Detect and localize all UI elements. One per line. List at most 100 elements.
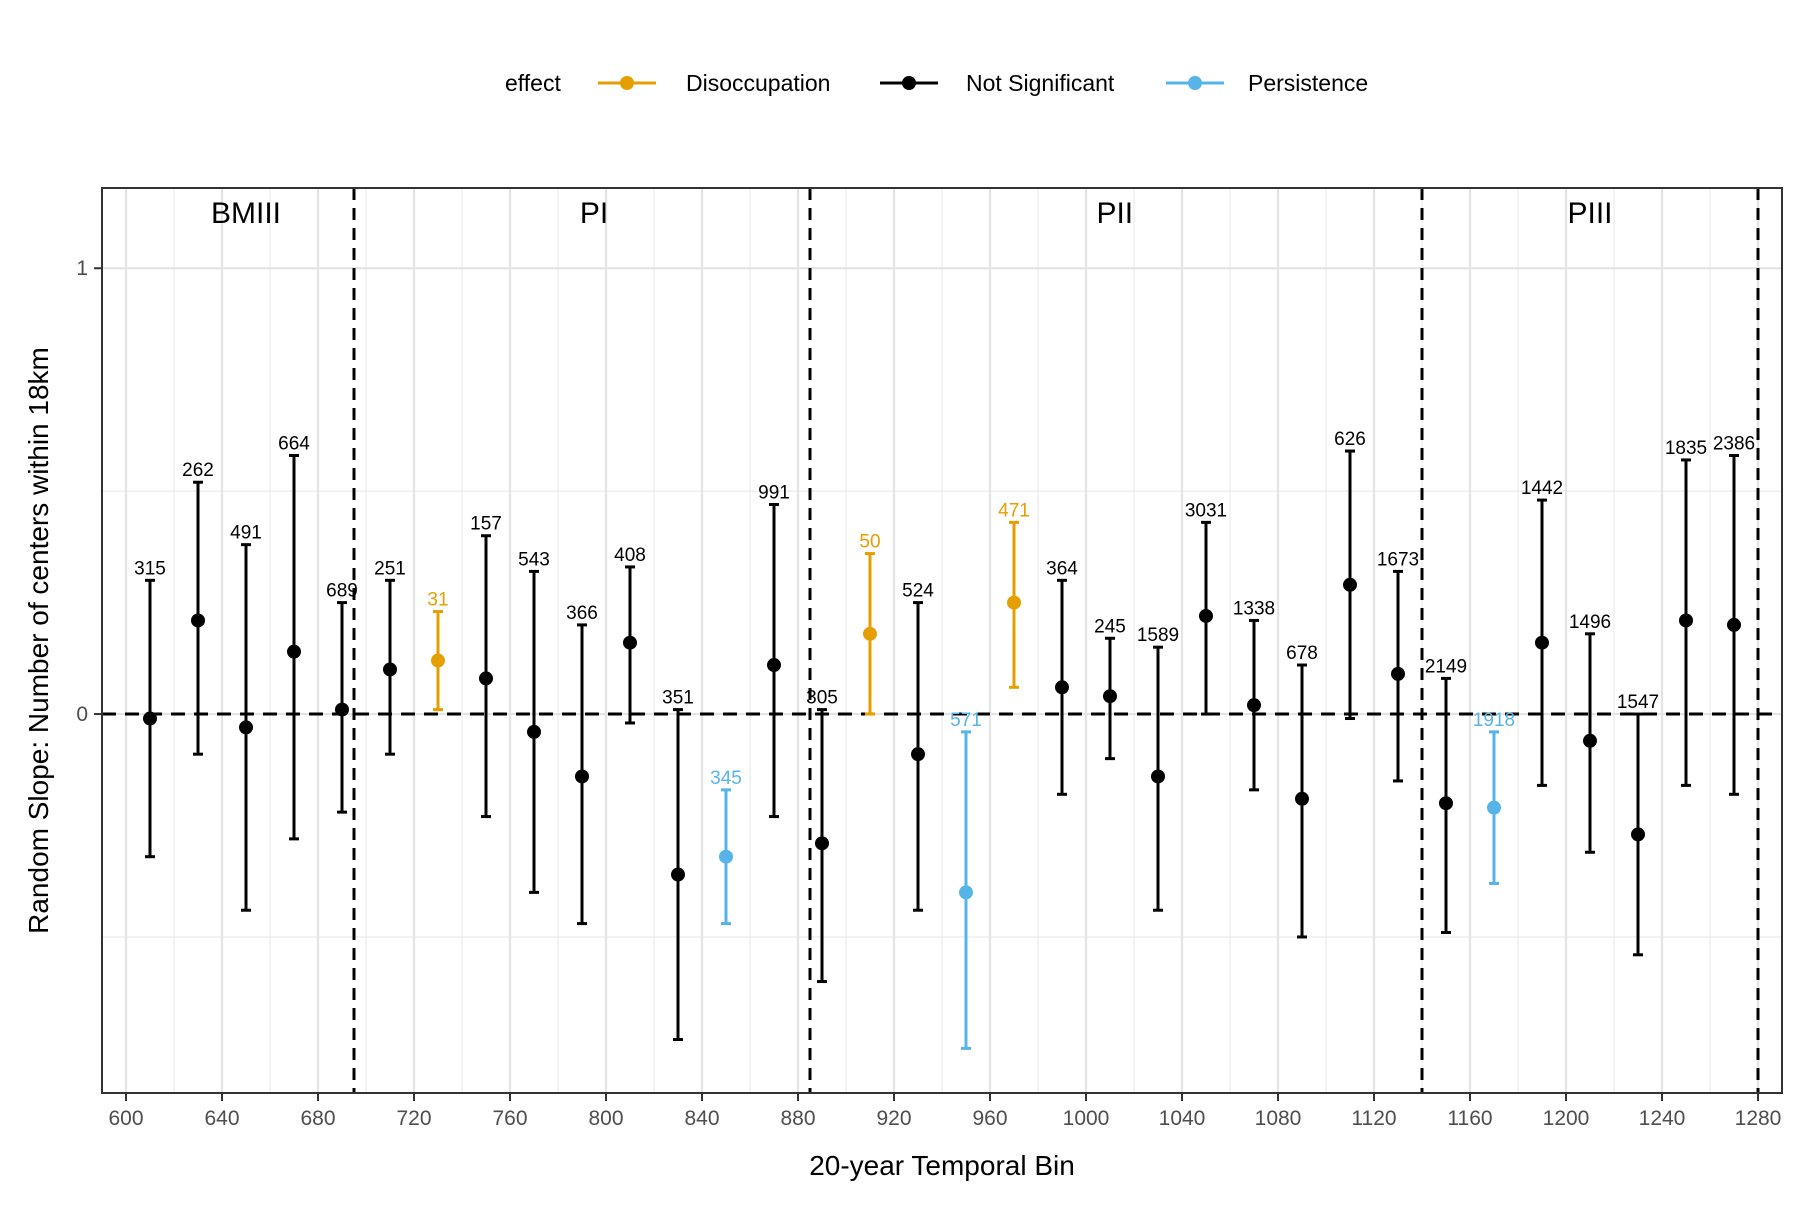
data-point-group: 524 bbox=[902, 581, 934, 912]
legend-key-point bbox=[620, 76, 634, 90]
data-label: 251 bbox=[374, 558, 406, 579]
data-point bbox=[863, 626, 877, 641]
x-tick-label: 680 bbox=[300, 1107, 335, 1130]
data-point bbox=[1583, 733, 1597, 748]
data-point bbox=[239, 720, 253, 735]
x-tick-label: 1160 bbox=[1447, 1107, 1492, 1130]
x-axis: 600 640 680 720 760 800 840 880 920 960 1000 1040 10… bbox=[108, 1093, 1781, 1130]
data-point-group: 543 bbox=[518, 549, 550, 894]
data-point-group: 305 bbox=[806, 688, 838, 984]
data-point bbox=[1151, 769, 1165, 784]
data-label: 524 bbox=[902, 581, 934, 602]
data-point-group: 571 bbox=[950, 710, 982, 1050]
data-point-group: 2386 bbox=[1713, 433, 1755, 796]
data-label: 31 bbox=[427, 590, 448, 611]
data-point bbox=[1487, 800, 1501, 815]
data-label: 2386 bbox=[1713, 433, 1755, 454]
legend-key-point bbox=[1188, 76, 1202, 90]
data-label: 543 bbox=[518, 549, 550, 570]
legend-label: Persistence bbox=[1248, 70, 1368, 96]
minor-gridlines bbox=[102, 188, 1782, 1093]
y-tick-label: 0 bbox=[76, 703, 88, 726]
y-tick-label: 1 bbox=[76, 257, 88, 280]
data-point-group: 3031 bbox=[1185, 500, 1227, 716]
x-tick-label: 1200 bbox=[1543, 1107, 1590, 1130]
x-tick-label: 1040 bbox=[1159, 1107, 1206, 1130]
data-label: 664 bbox=[278, 433, 310, 454]
data-point bbox=[527, 724, 541, 739]
data-point bbox=[1391, 666, 1405, 681]
data-point bbox=[1439, 796, 1453, 811]
data-label: 2149 bbox=[1425, 656, 1467, 677]
data-label: 351 bbox=[662, 688, 694, 709]
data-point-group: 245 bbox=[1094, 616, 1126, 761]
data-point bbox=[911, 747, 925, 762]
data-point bbox=[335, 702, 349, 717]
data-label: 345 bbox=[710, 768, 742, 789]
data-point-group: 345 bbox=[710, 768, 742, 926]
data-point-group: 1918 bbox=[1473, 710, 1515, 885]
data-point-group: 626 bbox=[1334, 429, 1366, 721]
data-label: 408 bbox=[614, 545, 646, 566]
legend-label: Not Significant bbox=[966, 70, 1115, 96]
data-point-group: 689 bbox=[326, 581, 358, 814]
period-label: PI bbox=[580, 197, 608, 230]
data-point-group: 2149 bbox=[1425, 656, 1467, 935]
legend-title: effect bbox=[505, 70, 561, 96]
data-point bbox=[1247, 698, 1261, 713]
x-tick-label: 600 bbox=[108, 1107, 143, 1130]
data-marks: 315 262 491 664 689 251 31 157 543 366 408 351 345 99… bbox=[134, 429, 1755, 1050]
data-point-group: 1589 bbox=[1137, 625, 1179, 912]
x-tick-label: 800 bbox=[588, 1107, 623, 1130]
data-point bbox=[1535, 635, 1549, 650]
period-label: BMIII bbox=[211, 197, 281, 230]
data-point bbox=[383, 662, 397, 677]
legend-key-point bbox=[902, 76, 916, 90]
data-point-group: 31 bbox=[427, 590, 449, 712]
data-point bbox=[1199, 608, 1213, 623]
data-label: 1496 bbox=[1569, 612, 1611, 633]
data-label: 366 bbox=[566, 603, 598, 624]
data-label: 1338 bbox=[1233, 598, 1275, 619]
data-point-group: 408 bbox=[614, 545, 646, 725]
data-label: 157 bbox=[470, 514, 502, 535]
data-point-group: 491 bbox=[230, 523, 262, 912]
data-point-group: 364 bbox=[1046, 558, 1078, 796]
data-point-group: 351 bbox=[662, 688, 694, 1042]
x-tick-label: 640 bbox=[204, 1107, 239, 1130]
legend-entry: Disoccupation bbox=[598, 70, 830, 96]
legend: effect Disoccupation Not Significant Persi… bbox=[505, 70, 1368, 96]
period-label: PIII bbox=[1567, 197, 1612, 230]
data-point-group: 366 bbox=[566, 603, 598, 926]
data-label: 1673 bbox=[1377, 549, 1419, 570]
reference-lines bbox=[102, 188, 1782, 1093]
legend-label: Disoccupation bbox=[686, 70, 830, 96]
x-tick-label: 1080 bbox=[1255, 1107, 1302, 1130]
data-label: 315 bbox=[134, 558, 166, 579]
data-point bbox=[623, 635, 637, 650]
data-point bbox=[671, 867, 685, 882]
x-tick-label: 960 bbox=[972, 1107, 1007, 1130]
data-point bbox=[719, 849, 733, 864]
data-label: 991 bbox=[758, 483, 790, 504]
data-point bbox=[815, 836, 829, 851]
x-tick-label: 1000 bbox=[1063, 1107, 1110, 1130]
x-tick-label: 920 bbox=[876, 1107, 911, 1130]
data-point bbox=[767, 658, 781, 673]
data-point-group: 1673 bbox=[1377, 549, 1419, 783]
data-point-group: 678 bbox=[1286, 643, 1318, 939]
y-axis: 01 bbox=[76, 257, 102, 726]
x-tick-label: 720 bbox=[396, 1107, 431, 1130]
period-label: PII bbox=[1096, 197, 1133, 230]
data-label: 1835 bbox=[1665, 438, 1707, 459]
data-point bbox=[959, 885, 973, 900]
data-point-group: 991 bbox=[758, 483, 790, 819]
data-point-group: 262 bbox=[182, 460, 214, 756]
data-point-group: 1338 bbox=[1233, 598, 1275, 792]
x-tick-label: 1280 bbox=[1735, 1107, 1782, 1130]
data-label: 50 bbox=[859, 532, 880, 553]
data-point bbox=[191, 613, 205, 628]
data-point bbox=[479, 671, 493, 686]
x-axis-title: 20-year Temporal Bin bbox=[809, 1150, 1075, 1181]
